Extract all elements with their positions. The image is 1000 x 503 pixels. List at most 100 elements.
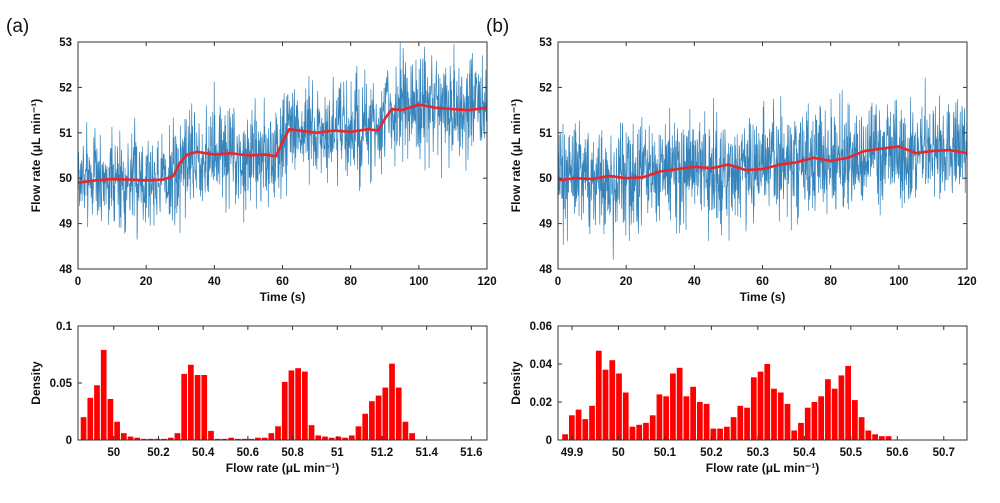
histogram-bar [335, 436, 342, 440]
histogram-bar [281, 381, 288, 440]
y-tick-label: 0.06 [530, 321, 552, 333]
x-tick-label: 51.4 [415, 447, 438, 459]
x-tick-label: 0 [75, 276, 81, 288]
x-tick-label: 50.6 [886, 447, 908, 459]
histogram-bar [602, 369, 609, 440]
y-tick-label: 48 [59, 264, 72, 276]
histogram-bar [717, 428, 723, 440]
x-tick-label: 0 [555, 276, 561, 288]
histogram-bar [107, 398, 114, 440]
time-series-chart-b: 0 20 40 60 80 100 120 48 49 50 51 52 53 Time (s) Flow … [509, 37, 977, 304]
y-tick-label: 50 [59, 173, 72, 185]
x-tick-label: 51 [331, 447, 344, 459]
histogram-bar [757, 371, 764, 440]
histogram-bar [744, 407, 750, 440]
y-tick-label: 53 [59, 37, 72, 49]
histogram-bar [616, 373, 622, 440]
histogram-bar [663, 396, 670, 440]
histogram-bar [643, 422, 649, 440]
histogram-bar [811, 402, 818, 440]
x-tick-label: 40 [688, 276, 701, 288]
y-axis-label: Flow rate (μL min⁻¹) [509, 99, 523, 212]
histogram-bar [328, 437, 335, 440]
y-tick-label: 0 [66, 435, 72, 447]
x-tick-label: 50.5 [840, 447, 863, 459]
histogram-bar [261, 437, 268, 440]
histogram-bar [804, 407, 811, 440]
histogram-bar [214, 438, 221, 440]
histogram-bar [609, 360, 616, 440]
histogram-bar [818, 396, 825, 440]
histogram-bar [885, 436, 892, 440]
x-tick-label: 80 [824, 276, 837, 288]
histogram-bar [288, 370, 295, 440]
histogram-bar [315, 435, 322, 440]
histogram-bar [234, 438, 241, 440]
histogram-bar [342, 437, 348, 440]
x-tick-label: 50.6 [237, 447, 259, 459]
y-tick-label: 0.02 [530, 397, 552, 409]
histogram-bar [241, 438, 248, 440]
y-tick-label: 48 [539, 264, 552, 276]
histogram-bar [723, 426, 730, 440]
histogram-bar [114, 421, 120, 440]
histogram-bar [248, 438, 255, 440]
x-tick-label: 120 [477, 276, 496, 288]
histogram-bar [154, 438, 161, 440]
x-tick-label: 50.7 [933, 447, 955, 459]
moving-average-line [78, 103, 487, 185]
histogram-bar [670, 373, 676, 440]
histogram-bar [703, 403, 710, 440]
x-tick-label: 60 [276, 276, 289, 288]
raw-signal-line [558, 77, 967, 260]
histogram-bar [228, 437, 234, 440]
y-tick-label: 52 [539, 82, 552, 94]
x-axis-label: Time (s) [740, 290, 786, 304]
histogram-bar [375, 395, 382, 440]
histogram-bar [120, 433, 127, 440]
x-tick-label: 50.2 [147, 447, 169, 459]
x-tick-label: 50.8 [281, 447, 304, 459]
y-tick-label: 51 [539, 128, 552, 140]
y-tick-label: 49 [539, 219, 552, 231]
x-tick-label: 50.4 [793, 447, 816, 459]
histogram-bar [690, 386, 696, 440]
histogram-bar [161, 438, 167, 440]
panel-label-a: (a) [6, 16, 29, 37]
histogram-bar [134, 437, 141, 440]
histogram-chart-b: 49.9 50 50.1 50.2 50.3 50.4 50.5 50.6 50.7 0 0.02 0… [509, 321, 968, 475]
x-tick-label: 120 [957, 276, 976, 288]
x-tick-label: 60 [756, 276, 769, 288]
x-tick-label: 80 [344, 276, 357, 288]
x-axis-label: Time (s) [260, 290, 306, 304]
y-axis-label: Density [29, 361, 43, 405]
histogram-bar [697, 402, 703, 440]
raw-signal-line [78, 42, 487, 240]
histogram-bar [369, 401, 375, 440]
histogram-bar [622, 392, 629, 440]
y-tick-label: 0.04 [530, 359, 553, 371]
histogram-bar [649, 415, 656, 440]
x-tick-label: 20 [140, 276, 153, 288]
histogram-bar [389, 363, 395, 440]
histogram-bar [825, 379, 831, 440]
histogram-bar [94, 385, 100, 440]
histogram-bar [382, 387, 389, 440]
histogram-bar [402, 421, 409, 440]
x-tick-label: 100 [409, 276, 428, 288]
histogram-bar [275, 426, 281, 440]
x-tick-label: 51.6 [460, 447, 482, 459]
histogram-bar [656, 394, 663, 440]
histogram-bar [395, 387, 402, 440]
histogram-bar [730, 417, 737, 440]
histogram-bar [80, 417, 87, 440]
histogram-bar [831, 388, 838, 440]
histogram-bar [174, 433, 181, 440]
histogram-bar [858, 417, 865, 440]
histogram-bar [636, 424, 643, 440]
x-tick-label: 49.9 [561, 447, 583, 459]
plot-frame [557, 325, 968, 441]
y-tick-label: 50 [539, 173, 552, 185]
histogram-bar [575, 409, 582, 440]
histogram-bar [582, 419, 589, 440]
